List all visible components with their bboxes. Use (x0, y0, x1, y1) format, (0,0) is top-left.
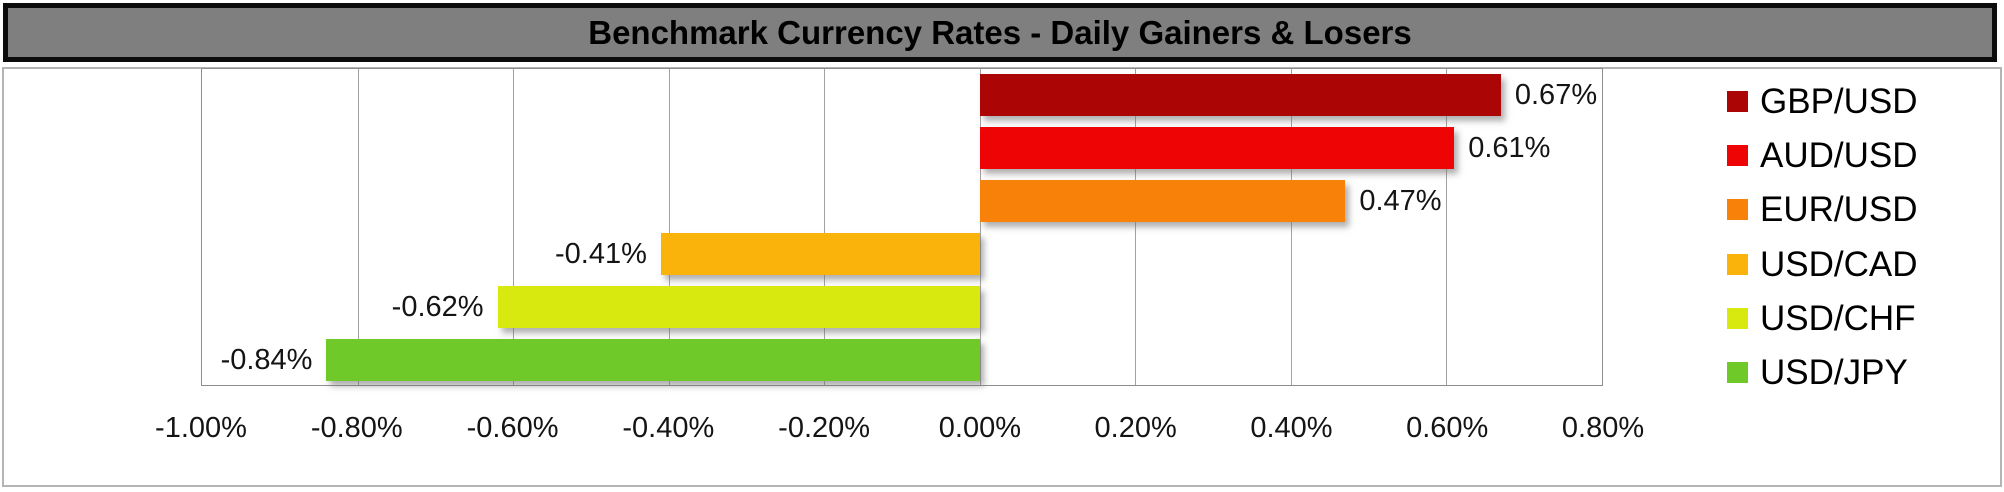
legend-item-gbp-usd: GBP/USD (1727, 84, 1997, 119)
gridline (357, 69, 359, 385)
gridline (824, 69, 826, 385)
gridline (1290, 69, 1292, 385)
legend-swatch-icon (1727, 199, 1748, 221)
bar-row-usd-jpy: -0.84% (202, 334, 1602, 387)
legend-swatch-icon (1727, 145, 1748, 167)
gridline (979, 69, 981, 385)
gridline (1446, 69, 1448, 385)
bar-aud-usd (979, 127, 1455, 169)
legend-item-eur-usd: EUR/USD (1727, 192, 1997, 227)
x-tick-label: 0.20% (1094, 412, 1177, 444)
bar-gbp-usd (979, 74, 1501, 116)
legend-item-usd-jpy: USD/JPY (1727, 355, 1997, 390)
legend-label: AUD/USD (1760, 136, 1918, 176)
x-tick-label: 0.80% (1561, 412, 1645, 444)
legend-item-usd-cad: USD/CAD (1727, 247, 1997, 282)
legend-label: USD/CAD (1760, 244, 1918, 284)
bar-row-gbp-usd: 0.67% (202, 69, 1602, 122)
bar-row-aud-usd: 0.61% (202, 122, 1602, 175)
gridline (1135, 69, 1137, 385)
bar-value-label: 0.47% (1359, 185, 1442, 217)
x-tick-label: 0.40% (1250, 412, 1333, 444)
legend: GBP/USD AUD/USD EUR/USD USD/CAD USD/CHF USD/J… (1727, 84, 1997, 390)
bar-value-label: 0.61% (1468, 132, 1551, 164)
x-tick-label: 0.60% (1406, 412, 1489, 444)
bar-value-label: 0.67% (1514, 79, 1598, 111)
gridline (513, 69, 515, 385)
legend-swatch-icon (1727, 307, 1748, 329)
legend-item-usd-chf: USD/CHF (1727, 301, 1997, 336)
plot-area: 0.67% 0.61% 0.47% -0.41% -0.62% -0.84% (201, 68, 1603, 386)
bar-value-label: -0.41% (555, 238, 647, 270)
legend-swatch-icon (1727, 91, 1748, 112)
legend-label: USD/CHF (1760, 298, 1916, 338)
chart-title: Benchmark Currency Rates - Daily Gainers… (588, 13, 1412, 51)
bar-eur-usd (979, 180, 1346, 222)
bar-row-eur-usd: 0.47% (202, 175, 1602, 228)
bar-value-label: -0.62% (391, 291, 484, 323)
legend-item-aud-usd: AUD/USD (1727, 138, 1997, 173)
x-axis: -1.00% -0.80% -0.60% -0.40% -0.20% 0.00% 0.20%… (155, 412, 1644, 454)
bar-usd-chf (497, 286, 980, 328)
legend-label: EUR/USD (1760, 190, 1918, 230)
gridline (668, 69, 670, 385)
bar-usd-jpy (326, 339, 980, 381)
bar-usd-cad (660, 233, 980, 275)
x-tick-label: -0.80% (310, 412, 403, 444)
bar-row-usd-cad: -0.41% (202, 228, 1602, 281)
legend-swatch-icon (1727, 361, 1748, 383)
x-tick-label: -0.20% (778, 412, 871, 444)
x-tick-label: -0.60% (466, 412, 559, 444)
legend-swatch-icon (1727, 253, 1748, 275)
chart-title-bar: Benchmark Currency Rates - Daily Gainers… (3, 3, 1997, 62)
x-tick-label: -0.40% (622, 412, 715, 444)
legend-label: GBP/USD (1760, 82, 1918, 121)
x-tick-label: 0.00% (938, 412, 1021, 444)
legend-label: USD/JPY (1760, 352, 1908, 392)
x-tick-label: -1.00% (155, 412, 247, 444)
bar-row-usd-chf: -0.62% (202, 281, 1602, 334)
bar-value-label: -0.84% (220, 344, 313, 376)
